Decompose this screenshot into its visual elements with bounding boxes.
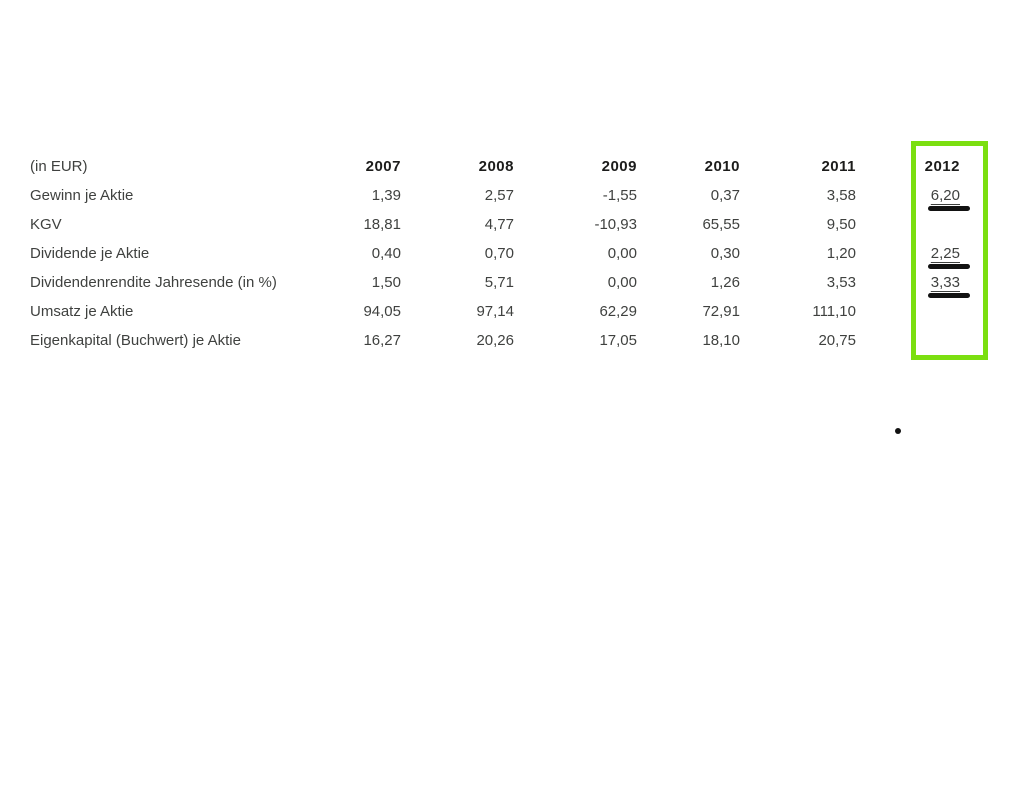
table-cell: 20,75 — [818, 332, 856, 349]
column-header-2009: 2009 — [601, 158, 637, 175]
row-label: Eigenkapital (Buchwert) je Aktie — [30, 332, 241, 349]
table-cell: 0,00 — [607, 274, 637, 291]
table-cell: 72,91 — [702, 303, 740, 320]
table-cell: 0,40 — [371, 245, 401, 262]
table-cell: 4,77 — [484, 216, 514, 233]
dot-marker — [895, 428, 901, 434]
pen-mark-underline — [928, 264, 970, 269]
table-cell: 18,10 — [702, 332, 740, 349]
cell-value: 3,33 — [930, 274, 960, 291]
table-cell: 5,71 — [484, 274, 514, 291]
table-cell: 94,05 — [363, 303, 401, 320]
column-header-2008: 2008 — [478, 158, 514, 175]
table-cell: 62,29 — [599, 303, 637, 320]
table-cell: 65,55 — [702, 216, 740, 233]
table-cell: 18,81 — [363, 216, 401, 233]
column-header-2007: 2007 — [365, 158, 401, 175]
row-label: KGV — [30, 216, 62, 233]
table-cell-2012 — [858, 326, 962, 355]
table-cell: 3,58 — [826, 187, 856, 204]
table-cell: -1,55 — [602, 187, 637, 204]
pen-mark-underline — [928, 293, 970, 298]
table-cell: 1,50 — [371, 274, 401, 291]
table-cell: 1,26 — [710, 274, 740, 291]
column-header-2011: 2011 — [821, 158, 856, 175]
table-cell: 0,30 — [710, 245, 740, 262]
row-label: Dividende je Aktie — [30, 245, 150, 262]
table-cell-2012: 3,33 — [858, 268, 970, 298]
table-cell: 9,50 — [826, 216, 856, 233]
row-label: Umsatz je Aktie — [30, 303, 134, 320]
table-cell: 1,39 — [371, 187, 401, 204]
table-cell: 20,26 — [476, 332, 514, 349]
cell-value: 6,20 — [930, 187, 960, 204]
table-cell: 17,05 — [599, 332, 637, 349]
column-header-2010: 2010 — [704, 158, 740, 175]
cell-value: 2,25 — [930, 245, 960, 262]
table-cell: 16,27 — [363, 332, 401, 349]
table-cell: 3,53 — [826, 274, 856, 291]
table-cell-2012: 2,25 — [858, 239, 970, 269]
table-cell: 0,37 — [710, 187, 740, 204]
table-unit-label: (in EUR) — [30, 158, 88, 175]
table-cell: 2,57 — [484, 187, 514, 204]
table-cell-2012: 6,20 — [858, 181, 970, 211]
row-label: Dividendenrendite Jahresende (in %) — [30, 274, 277, 291]
column-header-2012: 2012 — [924, 158, 960, 175]
table-cell-2012 — [858, 297, 962, 326]
table-cell: 0,70 — [484, 245, 514, 262]
table-cell: 0,00 — [607, 245, 637, 262]
table-cell-2012 — [858, 210, 962, 239]
pen-mark-underline — [928, 206, 970, 211]
table-cell: -10,93 — [594, 216, 637, 233]
table-cell: 111,10 — [812, 303, 856, 320]
row-label: Gewinn je Aktie — [30, 187, 134, 204]
table-cell: 97,14 — [476, 303, 514, 320]
table-cell: 1,20 — [826, 245, 856, 262]
financial-table: (in EUR) 2007 2008 2009 2010 2011 2012 G… — [30, 152, 970, 355]
